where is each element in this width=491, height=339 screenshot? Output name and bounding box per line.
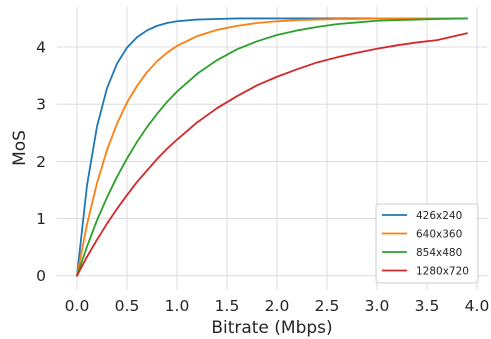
legend-label: 640x360 [416, 229, 462, 241]
y-tick-label: 2 [36, 153, 46, 171]
x-tick-label: 1.5 [215, 297, 240, 315]
x-tick-label: 1.0 [165, 297, 190, 315]
y-tick-label: 0 [36, 267, 46, 285]
legend-label: 426x240 [416, 210, 462, 222]
x-tick-label: 4.0 [465, 297, 490, 315]
legend-label: 1280x720 [416, 266, 469, 278]
x-tick-label: 3.5 [415, 297, 440, 315]
series-line-640x360 [76, 17, 468, 277]
x-tick-labels: 0.0 0.5 1.0 1.5 2.0 2.5 3.0 3.5 4.0 [65, 297, 490, 315]
series-line-1280x720 [76, 32, 468, 277]
x-tick-label: 0.0 [65, 297, 90, 315]
series-lines [76, 17, 468, 277]
x-tick-label: 2.5 [315, 297, 340, 315]
legend-label: 854x480 [416, 247, 462, 259]
y-tick-labels: 0 1 2 3 4 [36, 39, 46, 286]
y-tick-label: 4 [36, 39, 46, 57]
x-tick-label: 0.5 [115, 297, 140, 315]
legend-box [375, 203, 479, 284]
y-tick-label: 3 [36, 96, 46, 114]
series-line-854x480 [76, 17, 468, 277]
y-tick-label: 1 [36, 210, 46, 228]
legend: 426x240 640x360 854x480 1280x720 [375, 203, 479, 284]
x-tick-label: 2.0 [265, 297, 290, 315]
y-axis-label: MoS [10, 130, 30, 166]
x-tick-label: 3.0 [365, 297, 390, 315]
x-axis-label: Bitrate (Mbps) [211, 318, 332, 338]
